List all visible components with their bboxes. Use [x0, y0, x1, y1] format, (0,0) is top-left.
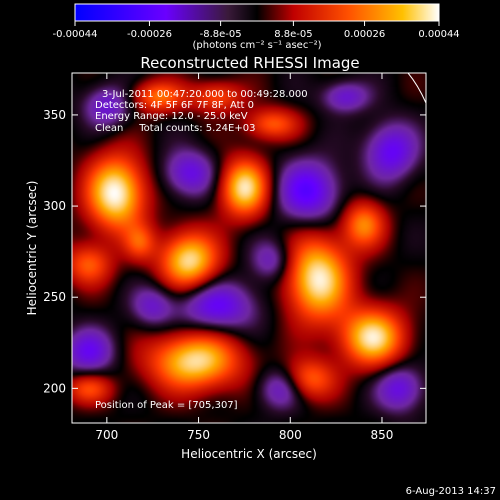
footer-date: 6-Aug-2013 14:37 — [406, 486, 496, 497]
y-tick-label: 200 — [43, 381, 66, 395]
y-axis-label: Heliocentric Y (arcsec) — [25, 181, 39, 316]
x-axis-ticks: 700 750 800 850 — [95, 73, 393, 442]
y-tick-label: 350 — [43, 108, 66, 122]
limb-arc — [407, 72, 427, 104]
colorbar-tick-label: 8.8e-05 — [274, 29, 312, 40]
x-tick-label: 750 — [187, 428, 210, 442]
colorbar-frame — [74, 3, 440, 22]
x-tick-label: 800 — [279, 428, 302, 442]
x-tick-label: 700 — [95, 428, 118, 442]
colorbar-tick-label: 0.00026 — [344, 29, 385, 40]
peak-position-label: Position of Peak = [705,307] — [95, 400, 238, 411]
annotation-detectors: Detectors: 4F 5F 6F 7F 8F, Att 0 — [95, 100, 254, 111]
y-tick-label: 250 — [43, 290, 66, 304]
colorbar-unit-label: (photons cm⁻² s⁻¹ asec⁻²) — [192, 40, 321, 51]
annotation-energy: Energy Range: 12.0 - 25.0 keV — [95, 111, 248, 122]
x-tick-label: 850 — [371, 428, 394, 442]
colorbar-ticks: -0.00044 -0.00026 -8.8e-05 8.8e-05 0.00026 0.… — [53, 21, 460, 40]
heatmap-image — [72, 73, 426, 423]
colorbar-tick-label: -8.8e-05 — [200, 29, 242, 40]
colorbar-tick-label: 0.00044 — [418, 29, 459, 40]
colorbar-tick-label: -0.00026 — [127, 29, 172, 40]
plot-frame — [71, 72, 427, 424]
colorbar-tick-label: -0.00044 — [53, 29, 98, 40]
annotation-time: 3-Jul-2011 00:47:20.000 to 00:49:28.000 — [102, 89, 308, 100]
y-tick-label: 300 — [43, 199, 66, 213]
annotation-counts: Clean Total counts: 5.24E+03 — [95, 123, 255, 134]
y-axis-ticks: 200 250 300 350 — [43, 108, 426, 395]
colorbar — [75, 4, 439, 21]
chart-title: Reconstructed RHESSI Image — [140, 54, 359, 72]
x-axis-label: Heliocentric X (arcsec) — [181, 447, 317, 461]
